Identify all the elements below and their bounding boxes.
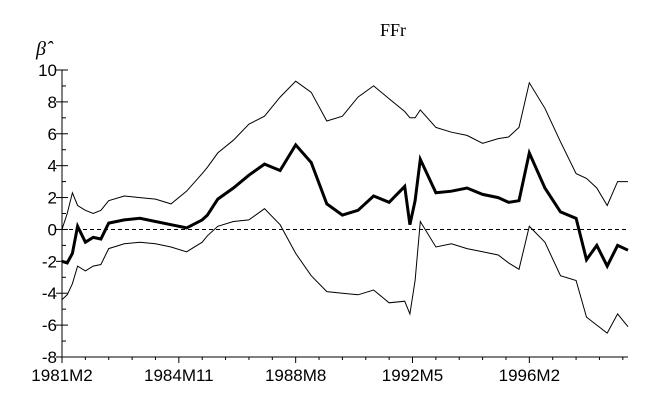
y-tick-label: 6 bbox=[48, 125, 57, 144]
x-tick-label: 1988M8 bbox=[265, 366, 326, 385]
x-tick-label: 1996M2 bbox=[499, 366, 560, 385]
y-tick-label: -2 bbox=[42, 252, 57, 271]
y-tick-label: 10 bbox=[38, 61, 57, 80]
y-tick-label: 8 bbox=[48, 93, 57, 112]
x-tick-label: 1992M5 bbox=[382, 366, 443, 385]
y-tick-label: -4 bbox=[42, 284, 57, 303]
x-tick-label: 1981M2 bbox=[31, 366, 92, 385]
series-line-upper-band bbox=[61, 80, 628, 230]
series-group bbox=[61, 80, 629, 334]
y-tick-label: 2 bbox=[48, 189, 57, 208]
chart-title: FFr bbox=[380, 20, 406, 40]
x-tick-label: 1984M11 bbox=[144, 366, 214, 385]
y-tick-label: -8 bbox=[42, 348, 57, 367]
y-tick-label: 0 bbox=[48, 220, 57, 239]
y-tick-label: 4 bbox=[48, 157, 57, 176]
y-axis-label: β̂ bbox=[35, 38, 54, 60]
series-line-lower-band bbox=[61, 208, 629, 334]
y-tick-label: -6 bbox=[42, 316, 57, 335]
series-line-estimate bbox=[61, 142, 629, 270]
